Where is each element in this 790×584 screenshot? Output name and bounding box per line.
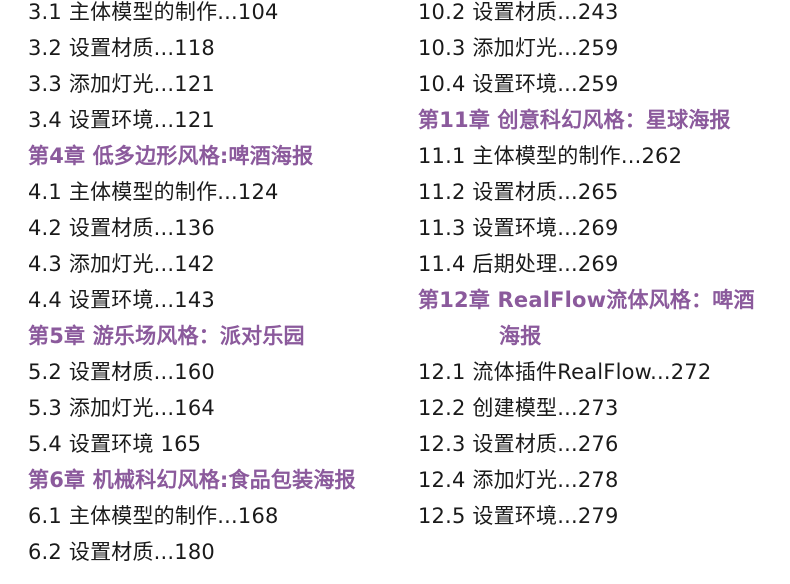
- toc-section-entry: 12.3 设置材质...276: [418, 432, 619, 456]
- toc-section-entry: 3.4 设置环境...121: [28, 108, 215, 132]
- toc-section-entry: 4.1 主体模型的制作...124: [28, 180, 279, 204]
- toc-right-column: 10.2 设置材质...243 10.3 添加灯光...259 10.4 设置环境.…: [418, 0, 755, 534]
- toc-section-entry: 11.3 设置环境...269: [418, 216, 619, 240]
- toc-chapter-heading: 第4章 低多边形风格:啤酒海报: [28, 144, 314, 168]
- toc-section-entry: 10.3 添加灯光...259: [418, 36, 619, 60]
- toc-section-entry: 5.2 设置材质...160: [28, 360, 215, 384]
- toc-section-entry: 5.3 添加灯光...164: [28, 396, 215, 420]
- toc-chapter-heading: 第12章 RealFlow流体风格：啤酒 海报: [418, 288, 755, 348]
- toc-section-entry: 12.2 创建模型...273: [418, 396, 619, 420]
- toc-section-entry: 4.2 设置材质...136: [28, 216, 215, 240]
- toc-section-entry: 3.3 添加灯光...121: [28, 72, 215, 96]
- toc-chapter-heading: 第6章 机械科幻风格:食品包装海报: [28, 468, 356, 492]
- toc-section-entry: 4.3 添加灯光...142: [28, 252, 215, 276]
- toc-section-entry: 3.2 设置材质...118: [28, 36, 215, 60]
- toc-chapter-heading: 第5章 游乐场风格：派对乐园: [28, 324, 305, 348]
- toc-section-entry: 11.1 主体模型的制作...262: [418, 144, 683, 168]
- toc-section-entry: 10.4 设置环境...259: [418, 72, 619, 96]
- toc-chapter-heading: 第11章 创意科幻风格：星球海报: [418, 108, 731, 132]
- toc-section-entry: 4.4 设置环境...143: [28, 288, 215, 312]
- toc-section-entry: 6.1 主体模型的制作...168: [28, 504, 279, 528]
- toc-section-entry: 12.4 添加灯光...278: [418, 468, 619, 492]
- toc-section-entry: 12.5 设置环境...279: [418, 504, 619, 528]
- toc-section-entry: 11.4 后期处理...269: [418, 252, 619, 276]
- toc-section-entry: 3.1 主体模型的制作...104: [28, 0, 279, 24]
- toc-section-entry: 12.1 流体插件RealFlow...272: [418, 360, 712, 384]
- toc-left-column: 3.1 主体模型的制作...104 3.2 设置材质...118 3.3 添加灯光.…: [28, 0, 356, 570]
- toc-section-entry: 5.4 设置环境 165: [28, 432, 202, 456]
- toc-section-entry: 10.2 设置材质...243: [418, 0, 619, 24]
- toc-section-entry: 11.2 设置材质...265: [418, 180, 619, 204]
- toc-section-entry: 6.2 设置材质...180: [28, 540, 215, 564]
